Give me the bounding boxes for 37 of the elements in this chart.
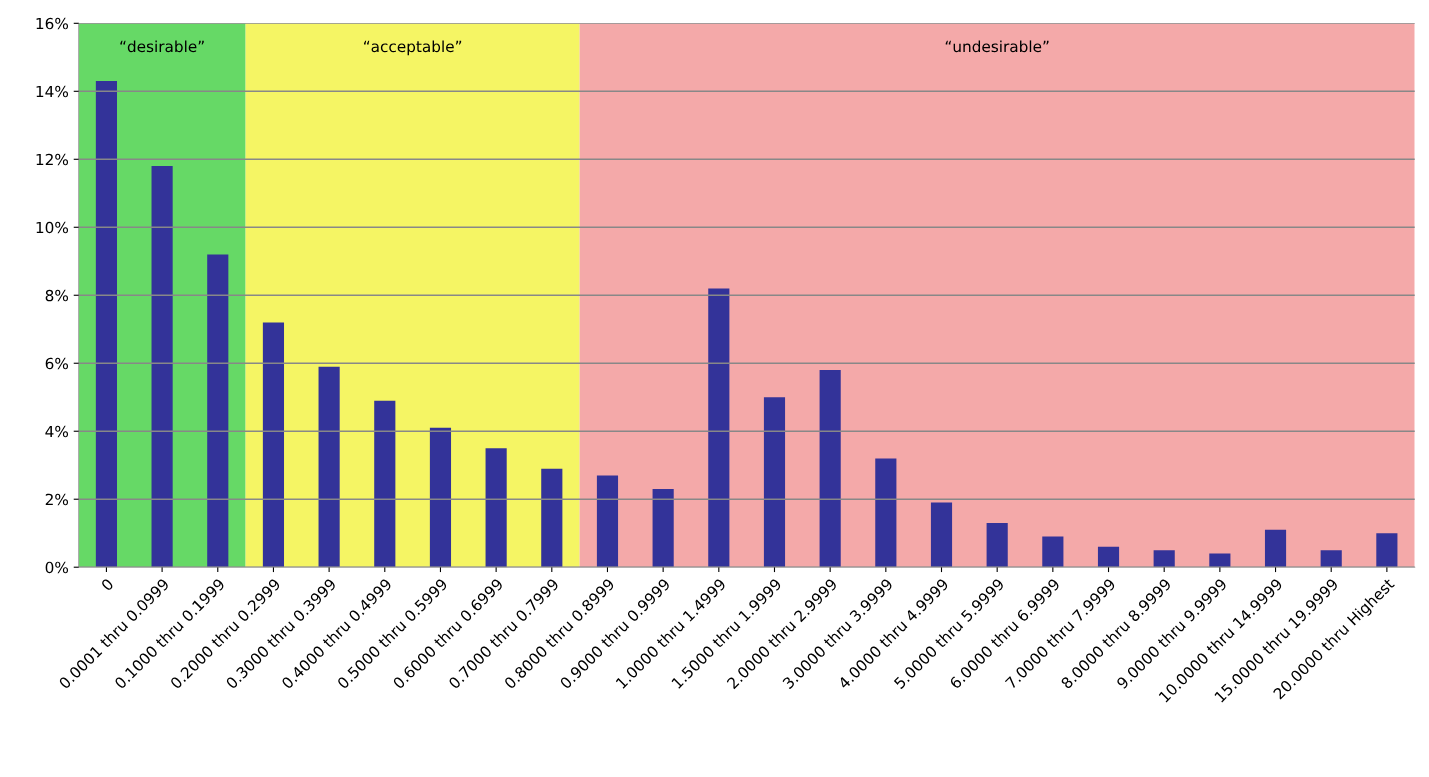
bar [930,502,953,568]
bar [541,468,563,568]
bar [1042,536,1064,568]
y-tick-label: 10% [36,221,69,234]
bar [95,81,118,568]
bar [819,370,841,568]
bar [1320,550,1342,568]
bar [875,458,897,568]
bar [763,397,786,568]
bar [318,366,340,568]
bar [262,322,285,568]
bar [986,523,1008,568]
band-label: “acceptable” [364,40,462,56]
bar [596,475,619,568]
y-tick-label: 16% [36,17,69,30]
y-tick-label: 2% [45,493,69,506]
bar [429,427,452,568]
bar [1209,553,1231,568]
y-tick-label: 6% [45,357,69,370]
bar [1153,550,1175,568]
bar [708,288,730,568]
y-tick-label: 4% [45,425,69,438]
bar [1376,533,1398,568]
bar [485,448,507,568]
y-tick-label: 12% [36,153,69,166]
x-tick-label: 0 [100,577,115,592]
bar [1264,529,1287,568]
bar [374,400,396,568]
bar [1097,546,1120,568]
y-tick-label: 8% [45,289,69,302]
bar [151,166,173,568]
bar [652,489,674,568]
y-tick-label: 0% [45,561,69,574]
band-label: “undesirable” [945,40,1049,53]
y-tick-label: 14% [36,85,69,98]
bar [207,254,229,568]
band-label: “desirable” [120,40,204,53]
